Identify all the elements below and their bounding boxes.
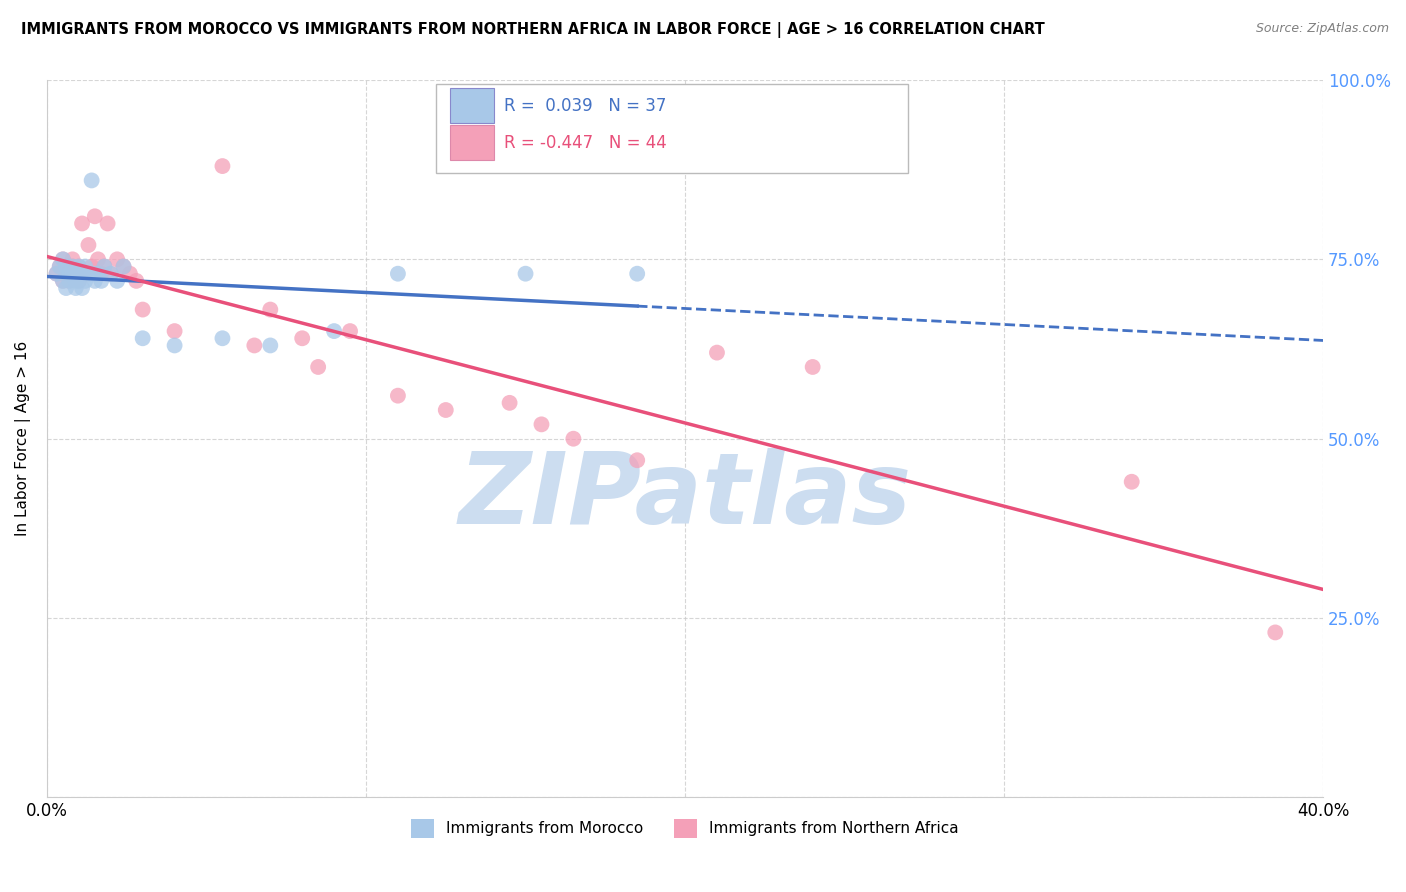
- Point: [58, 267, 80, 281]
- Point: [131, 302, 153, 317]
- Text: Source: ZipAtlas.com: Source: ZipAtlas.com: [1256, 22, 1389, 36]
- Point: [291, 331, 314, 345]
- Point: [58, 260, 80, 274]
- Point: [112, 260, 135, 274]
- Point: [45, 267, 67, 281]
- Point: [339, 324, 361, 338]
- Point: [626, 453, 648, 467]
- Point: [90, 267, 112, 281]
- Point: [626, 267, 648, 281]
- Point: [434, 403, 457, 417]
- Legend: Immigrants from Morocco, Immigrants from Northern Africa: Immigrants from Morocco, Immigrants from…: [405, 813, 965, 844]
- Point: [105, 252, 128, 267]
- Point: [67, 260, 90, 274]
- Point: [52, 252, 75, 267]
- Point: [323, 324, 346, 338]
- Point: [100, 267, 122, 281]
- Point: [80, 260, 103, 274]
- Point: [67, 267, 90, 281]
- Point: [77, 267, 100, 281]
- Point: [131, 331, 153, 345]
- Point: [48, 260, 70, 274]
- Point: [100, 267, 122, 281]
- Point: [211, 331, 233, 345]
- Point: [58, 274, 80, 288]
- Point: [62, 267, 84, 281]
- Point: [75, 274, 97, 288]
- Point: [55, 260, 77, 274]
- Point: [67, 274, 90, 288]
- Point: [259, 338, 281, 352]
- Point: [87, 252, 110, 267]
- Point: [1121, 475, 1143, 489]
- Point: [70, 281, 93, 295]
- Point: [70, 267, 93, 281]
- Point: [58, 274, 80, 288]
- Point: [75, 267, 97, 281]
- Point: [163, 324, 186, 338]
- Point: [1264, 625, 1286, 640]
- Point: [259, 302, 281, 317]
- Point: [562, 432, 585, 446]
- Point: [65, 274, 87, 288]
- Point: [52, 274, 75, 288]
- Point: [387, 389, 409, 403]
- Point: [105, 274, 128, 288]
- Point: [45, 267, 67, 281]
- Point: [97, 217, 120, 231]
- Y-axis label: In Labor Force | Age > 16: In Labor Force | Age > 16: [15, 341, 31, 536]
- Point: [52, 252, 75, 267]
- Point: [75, 260, 97, 274]
- Point: [706, 345, 728, 359]
- Point: [93, 260, 115, 274]
- Point: [93, 260, 115, 274]
- Point: [77, 238, 100, 252]
- Point: [112, 260, 135, 274]
- Point: [387, 267, 409, 281]
- Point: [87, 267, 110, 281]
- FancyBboxPatch shape: [450, 88, 494, 123]
- Point: [530, 417, 553, 432]
- Point: [55, 281, 77, 295]
- Point: [65, 281, 87, 295]
- Text: R = -0.447   N = 44: R = -0.447 N = 44: [503, 134, 666, 152]
- Point: [498, 396, 520, 410]
- Point: [62, 260, 84, 274]
- Point: [55, 267, 77, 281]
- Point: [118, 267, 141, 281]
- Point: [163, 338, 186, 352]
- Point: [90, 274, 112, 288]
- Point: [515, 267, 537, 281]
- Point: [80, 173, 103, 187]
- Point: [307, 359, 329, 374]
- Text: R =  0.039   N = 37: R = 0.039 N = 37: [503, 96, 666, 115]
- FancyBboxPatch shape: [436, 84, 908, 173]
- Point: [62, 252, 84, 267]
- Point: [83, 209, 105, 223]
- Text: ZIPatlas: ZIPatlas: [458, 448, 911, 545]
- Point: [801, 359, 824, 374]
- Point: [67, 274, 90, 288]
- Point: [52, 274, 75, 288]
- Point: [125, 274, 148, 288]
- Point: [83, 267, 105, 281]
- Point: [83, 274, 105, 288]
- Text: IMMIGRANTS FROM MOROCCO VS IMMIGRANTS FROM NORTHERN AFRICA IN LABOR FORCE | AGE : IMMIGRANTS FROM MOROCCO VS IMMIGRANTS FR…: [21, 22, 1045, 38]
- Point: [48, 260, 70, 274]
- FancyBboxPatch shape: [450, 125, 494, 161]
- Point: [62, 260, 84, 274]
- Point: [211, 159, 233, 173]
- Point: [67, 260, 90, 274]
- Point: [70, 217, 93, 231]
- Point: [243, 338, 266, 352]
- Point: [65, 267, 87, 281]
